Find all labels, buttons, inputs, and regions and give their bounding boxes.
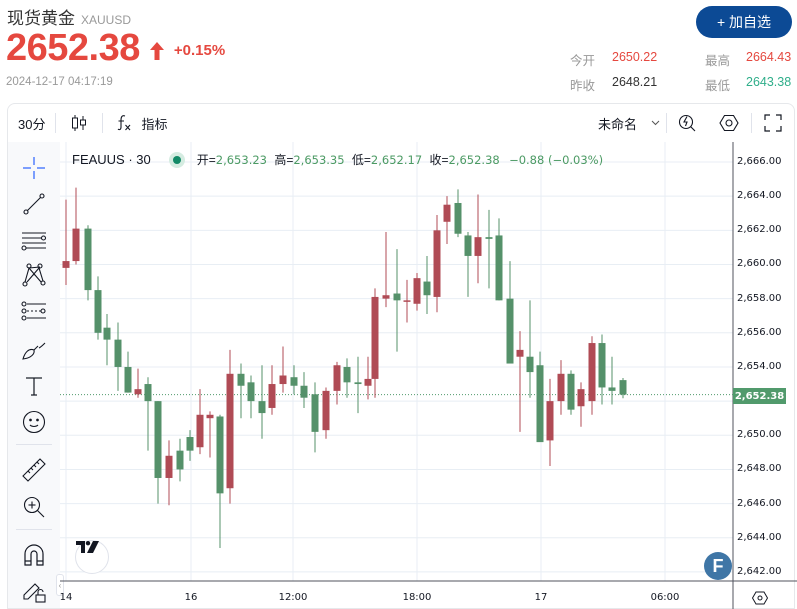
toolbar-right: 未命名 xyxy=(588,104,794,142)
tool-brush[interactable] xyxy=(20,336,48,364)
settings-button[interactable] xyxy=(707,104,751,142)
lightning-search-icon xyxy=(678,114,696,132)
layout-name: 未命名 xyxy=(597,116,637,132)
tool-crosshair[interactable] xyxy=(20,154,48,182)
layout-selector[interactable]: 未命名 xyxy=(588,104,666,142)
chart-type-button[interactable] xyxy=(56,104,102,142)
current-price: 2652.38 xyxy=(6,27,140,69)
high-label: 最高 xyxy=(705,54,731,68)
quote-timestamp: 2024-12-17 04:17:19 xyxy=(6,76,113,88)
add-to-watchlist-button[interactable]: + 加自选 xyxy=(696,6,792,38)
instrument-title: 现货黄金 xyxy=(7,9,75,28)
pencil-lock-icon xyxy=(23,583,46,603)
tool-emoji[interactable] xyxy=(20,408,48,436)
prev-close-value: 2648.21 xyxy=(612,75,658,89)
toolbar-divider xyxy=(55,113,57,133)
tool-magnet[interactable] xyxy=(20,541,48,569)
tool-fib[interactable] xyxy=(20,298,48,326)
brush-icon xyxy=(22,342,46,360)
ruler-icon xyxy=(22,458,46,482)
quick-search-button[interactable] xyxy=(667,104,707,142)
chevron-down-icon xyxy=(651,120,660,126)
fullscreen-button[interactable] xyxy=(752,104,794,142)
chart-widget: 30分 指标 未命名 xyxy=(7,103,795,609)
low-label: 最低 xyxy=(705,79,731,93)
quote-header: 现货黄金 XAUUSD 2652.38 +0.15% 2024-12-17 04… xyxy=(0,0,797,96)
chart-toolbar: 30分 指标 未命名 xyxy=(8,104,794,142)
fib-retracement-icon xyxy=(21,301,46,321)
collapse-toolbar-button[interactable]: ‹ xyxy=(56,574,64,596)
zoom-in-icon xyxy=(23,496,45,518)
tool-text[interactable] xyxy=(20,372,48,400)
high-value: 2664.43 xyxy=(746,50,792,64)
magnet-icon xyxy=(24,544,44,566)
parallel-lines-icon xyxy=(21,232,47,251)
title-row: 现货黄金 XAUUSD xyxy=(7,4,131,29)
gear-hexagon-icon xyxy=(719,114,739,132)
open-value: 2650.22 xyxy=(612,50,658,64)
open-label: 今开 xyxy=(570,54,596,68)
toolbar-divider xyxy=(751,113,752,133)
tool-pattern[interactable] xyxy=(20,261,48,289)
prev-close-label: 昨收 xyxy=(570,79,596,93)
change-percent: +0.15% xyxy=(173,41,226,59)
candlestick-icon xyxy=(72,115,87,131)
indicators-button[interactable]: 指标 xyxy=(103,104,179,142)
interval-label: 30分 xyxy=(18,116,46,132)
tool-divider xyxy=(16,444,52,445)
crosshair-icon xyxy=(23,157,45,179)
arrow-up-icon xyxy=(149,42,164,60)
low-value: 2643.38 xyxy=(746,75,792,89)
indicators-label: 指标 xyxy=(141,116,168,132)
price-row: 2652.38 +0.15% xyxy=(6,28,225,68)
tool-zoom-in[interactable] xyxy=(20,493,48,521)
fx-icon xyxy=(118,115,131,131)
smiley-icon xyxy=(22,410,46,434)
tool-ruler[interactable] xyxy=(20,456,48,484)
toolbar-divider xyxy=(666,113,667,133)
xabcd-pattern-icon xyxy=(22,263,46,287)
trend-line-icon xyxy=(23,193,45,215)
instrument-symbol: XAUUSD xyxy=(81,13,132,27)
fullscreen-icon xyxy=(764,114,782,132)
tool-horizontal-lines[interactable] xyxy=(20,227,48,255)
tool-divider xyxy=(16,529,52,530)
tool-lock-drawings[interactable] xyxy=(20,576,48,604)
toolbar-divider xyxy=(102,113,104,133)
drawing-toolbar xyxy=(8,142,60,608)
interval-selector[interactable]: 30分 xyxy=(8,104,55,142)
tool-trend-line[interactable] xyxy=(20,190,48,218)
text-icon xyxy=(26,377,42,396)
